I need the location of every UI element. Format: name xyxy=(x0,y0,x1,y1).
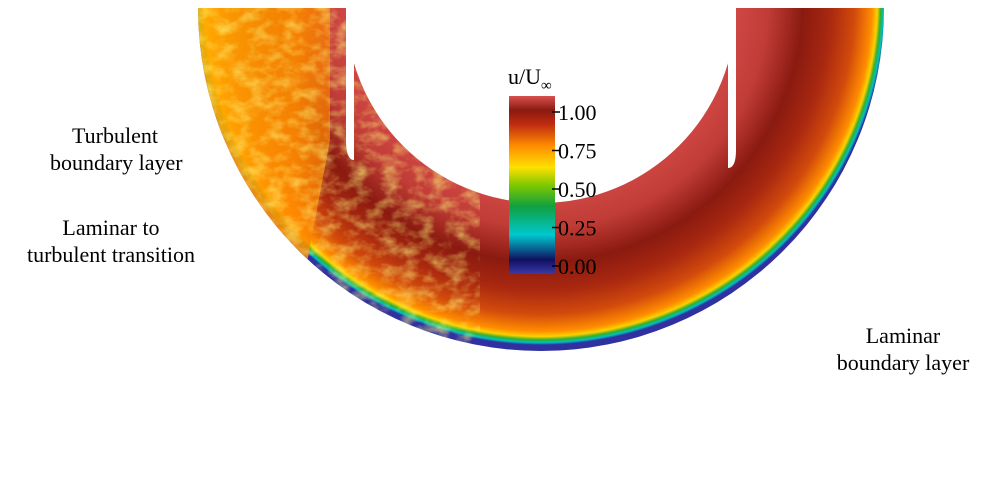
transition-label: Laminar to turbulent transition xyxy=(26,215,196,267)
colorbar-gradient xyxy=(509,96,555,274)
colorbar: u/U∞ 1.00 0.75 0.50 0.25 0.00 xyxy=(508,64,597,279)
colorbar-tick-label: 0.25 xyxy=(558,216,597,241)
turbulent-boundary-layer-label: Turbulent boundary layer xyxy=(50,123,183,175)
colorbar-tick-label: 0.00 xyxy=(558,254,597,279)
colorbar-tick-label: 0.50 xyxy=(558,177,597,202)
colorbar-tick-label: 0.75 xyxy=(558,139,597,164)
colorbar-title: u/U∞ xyxy=(508,64,552,94)
laminar-boundary-layer-label: Laminar boundary layer xyxy=(836,323,970,375)
turbulent-region xyxy=(198,8,480,351)
colorbar-tick-label: 1.00 xyxy=(558,100,597,125)
